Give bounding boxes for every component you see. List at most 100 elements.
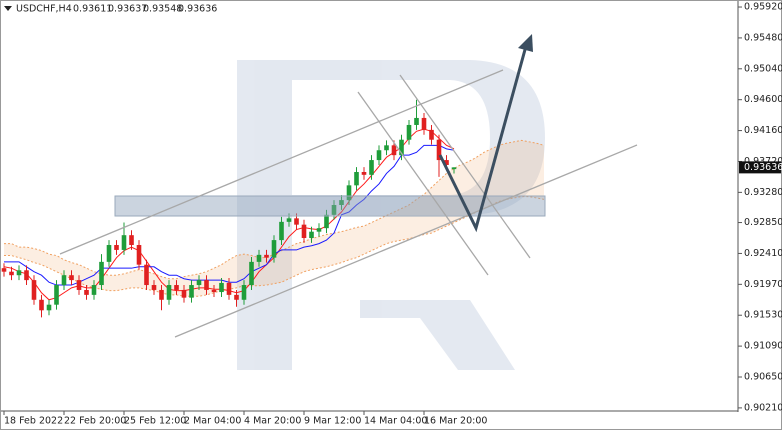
candle-body: [61, 275, 67, 286]
candle-body: [309, 231, 314, 238]
candle-body: [376, 150, 382, 161]
y-tick-label: 0.92410: [744, 248, 782, 259]
candle-body: [271, 240, 277, 258]
candle-body: [241, 285, 247, 300]
x-tick-label: 9 Mar 12:00: [304, 416, 361, 427]
open-value: 0.93611: [73, 4, 112, 15]
candle-body: [99, 261, 104, 286]
candle-body: [264, 254, 269, 258]
arrow-head: [518, 34, 533, 52]
candle-body: [129, 235, 134, 246]
candle-body: [114, 245, 119, 250]
y-tick-label: 0.91970: [744, 279, 782, 290]
candle-body: [39, 299, 44, 311]
candle-body: [46, 304, 52, 311]
candle-body: [91, 285, 97, 295]
y-tick-label: 0.91090: [744, 341, 782, 352]
forecast-path: [438, 45, 528, 233]
candle-body: [1, 268, 7, 272]
candle-body: [301, 224, 307, 238]
candle-body: [181, 289, 187, 298]
x-tick-label: 16 Mar 20:00: [424, 416, 487, 427]
plot-area: [1, 99, 545, 318]
candle-body: [346, 185, 352, 201]
cloud-area: [4, 140, 544, 297]
forecast-arrow: [438, 34, 533, 233]
candle-body: [159, 289, 164, 300]
candle-body: [16, 270, 22, 276]
watermark-bowl: [292, 60, 545, 215]
candle-body: [219, 282, 224, 293]
candle-body: [166, 285, 172, 300]
price-label: 0.93636: [744, 162, 782, 173]
x-tick-label: 18 Feb 2022: [4, 416, 63, 427]
candle-body: [84, 289, 89, 295]
y-tick-label: 0.91530: [744, 310, 782, 321]
candle-body: [234, 294, 239, 300]
candle-body: [76, 280, 82, 290]
x-tick-label: 2 Mar 04:00: [184, 416, 241, 427]
high-value: 0.93637: [108, 4, 147, 15]
candle-body: [331, 205, 337, 215]
candle-body: [361, 172, 367, 175]
x-tick-label: 25 Feb 12:00: [124, 416, 186, 427]
candle-body: [174, 285, 179, 290]
candle-body: [324, 214, 329, 229]
candle-body: [451, 167, 457, 170]
y-tick-label: 0.94600: [744, 94, 782, 105]
candle-body: [414, 117, 419, 125]
candle-body: [369, 160, 374, 175]
y-tick-label: 0.90650: [744, 372, 782, 383]
channel-upper: [59, 69, 504, 255]
candle-body: [189, 285, 194, 298]
y-tick-label: 0.94160: [744, 125, 782, 136]
support-zone: [114, 195, 546, 217]
candle-body: [421, 117, 427, 130]
candle-body: [226, 282, 232, 295]
x-tick-label: 22 Feb 20:00: [64, 416, 126, 427]
candle-body: [279, 221, 284, 241]
candle-body: [256, 254, 262, 262]
candle-body: [69, 275, 74, 281]
candle-body: [286, 218, 292, 222]
y-tick-label: 0.93280: [744, 187, 782, 198]
candle-body: [121, 235, 127, 250]
watermark: [237, 60, 545, 370]
y-tick-label: 0.90210: [744, 402, 782, 413]
y-tick-label: 0.95920: [744, 2, 782, 13]
menu-icon: [4, 6, 12, 11]
close-value: 0.93636: [178, 4, 217, 15]
watermark-leg: [360, 300, 515, 370]
candle-body: [436, 139, 442, 161]
x-tick-label: 4 Mar 20:00: [244, 416, 301, 427]
candle-body: [54, 285, 59, 305]
candle-body: [9, 271, 14, 276]
x-tick-label: 14 Mar 04:00: [364, 416, 427, 427]
candle-body: [316, 228, 322, 232]
candle-body: [31, 280, 37, 300]
candle-body: [151, 285, 157, 290]
candle-body: [136, 245, 142, 265]
candle-body: [106, 245, 112, 262]
candle-body: [384, 145, 389, 151]
candle-body: [211, 289, 217, 293]
chart-title: USDCHF,H4: [16, 4, 72, 15]
candle-body: [294, 218, 299, 225]
analysis-lines: [59, 69, 638, 338]
down-channel-upper: [399, 74, 531, 259]
candle-body: [144, 264, 149, 286]
candle-body: [204, 280, 209, 290]
y-tick-label: 0.95480: [744, 32, 782, 43]
candle-body: [339, 200, 344, 205]
y-tick-label: 0.92850: [744, 217, 782, 228]
candle-body: [196, 280, 202, 286]
candle-body: [354, 172, 359, 186]
candle-body: [24, 270, 29, 281]
candle-body: [444, 160, 449, 165]
price-marker: [739, 161, 781, 174]
candle-body: [406, 124, 412, 140]
candle-body: [429, 129, 434, 140]
candle-body: [399, 139, 404, 156]
channel-lower: [174, 144, 638, 338]
